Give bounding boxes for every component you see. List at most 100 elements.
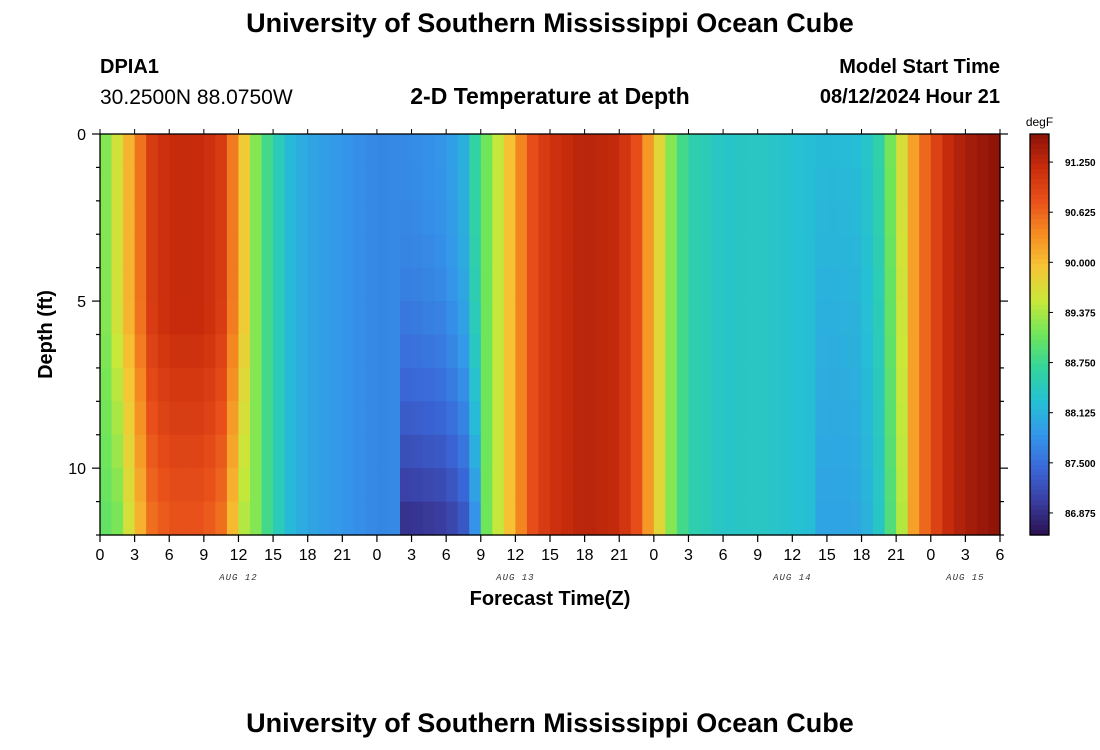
heatmap-cell (457, 200, 470, 235)
heatmap-cell (803, 401, 816, 436)
heatmap-cell (480, 134, 493, 169)
heatmap-cell (757, 134, 770, 169)
heatmap-cell (123, 301, 136, 336)
heatmap-cell (734, 367, 747, 402)
heatmap-cell (850, 167, 863, 202)
heatmap-cell (757, 468, 770, 503)
heatmap-cell (746, 200, 759, 235)
heatmap-cell (203, 167, 216, 202)
heatmap-cell (169, 301, 182, 336)
heatmap-cell (873, 401, 886, 436)
heatmap-cell (850, 501, 863, 536)
heatmap-cell (803, 134, 816, 169)
colorbar-swatch (1030, 134, 1049, 140)
heatmap-cell (134, 401, 147, 436)
heatmap-cell (976, 167, 990, 202)
heatmap-cell (457, 334, 470, 369)
heatmap-cell (492, 468, 505, 503)
heatmap-cell (388, 200, 401, 235)
heatmap-cell (930, 301, 943, 336)
heatmap-cell (238, 301, 251, 336)
heatmap-cell (757, 401, 770, 436)
heatmap-cell (296, 301, 309, 336)
heatmap-cell (411, 301, 424, 336)
colorbar-swatch (1030, 324, 1049, 331)
heatmap-cell (111, 468, 124, 503)
heatmap-cell (619, 200, 632, 235)
heatmap-cell (861, 301, 874, 336)
heatmap-cell (838, 434, 851, 469)
heatmap-cell (965, 134, 978, 169)
heatmap-cell (838, 401, 851, 436)
heatmap-cell (873, 134, 886, 169)
heatmap-cell (653, 334, 666, 369)
heatmap-cell (365, 200, 378, 235)
station-coords: 30.2500N 88.0750W (100, 86, 293, 109)
heatmap-cell (596, 167, 609, 202)
date-label: AUG 12 (218, 573, 257, 583)
heatmap-cell (607, 134, 620, 169)
heatmap-cell (619, 468, 632, 503)
heatmap-cell (653, 200, 666, 235)
x-tick-label: 6 (996, 547, 1005, 564)
heatmap-cell (146, 301, 159, 336)
heatmap-cell (307, 234, 320, 269)
heatmap-cell (734, 200, 747, 235)
heatmap-cell (573, 468, 586, 503)
heatmap-cell (146, 334, 159, 369)
heatmap-cell (561, 401, 574, 436)
heatmap-cell (250, 334, 263, 369)
colorbar-swatch (1030, 464, 1049, 471)
heatmap-cell (988, 167, 1001, 202)
heatmap-cell (607, 334, 620, 369)
heatmap-cell (676, 334, 690, 369)
heatmap-cell (734, 134, 747, 169)
heatmap-cell (503, 301, 516, 336)
heatmap-cell (838, 301, 851, 336)
heatmap-cell (307, 434, 320, 469)
heatmap-cell (596, 434, 609, 469)
heatmap-cell (238, 367, 251, 402)
heatmap-cell (561, 167, 574, 202)
heatmap-cell (746, 234, 759, 269)
heatmap-cell (607, 367, 620, 402)
heatmap-cell (780, 501, 793, 536)
heatmap-cell (215, 501, 228, 536)
heatmap-cell (884, 167, 897, 202)
colorbar-swatch (1030, 239, 1049, 245)
heatmap-cell (653, 501, 666, 536)
heatmap-cell (146, 501, 159, 536)
heatmap-cell (861, 367, 874, 402)
heatmap-cell (919, 267, 932, 302)
heatmap-cell (307, 301, 320, 336)
heatmap-cell (215, 167, 228, 202)
colorbar-swatch (1030, 504, 1049, 511)
heatmap-cell (330, 401, 343, 436)
heatmap-cell (873, 200, 886, 235)
heatmap-cell (988, 367, 1001, 402)
heatmap-cell (780, 200, 793, 235)
heatmap-cell (192, 367, 205, 402)
heatmap-cell (838, 134, 851, 169)
heatmap-cell (526, 267, 540, 302)
heatmap-cell (873, 367, 886, 402)
heatmap-cell (146, 367, 159, 402)
heatmap-cell (688, 367, 701, 402)
heatmap-cell (815, 367, 828, 402)
heatmap-cell (711, 301, 724, 336)
heatmap-cell (573, 200, 586, 235)
heatmap-cell (584, 200, 597, 235)
heatmap-cell (665, 301, 678, 336)
heatmap-cell (261, 468, 274, 503)
heatmap-cell (423, 501, 436, 536)
heatmap-cell (884, 200, 897, 235)
colorbar-swatch (1030, 254, 1049, 260)
heatmap-cell (988, 334, 1001, 369)
heatmap-cell (976, 267, 990, 302)
colorbar-label: 88.125 (1065, 409, 1096, 420)
heatmap-cell (584, 301, 597, 336)
heatmap-cell (550, 167, 563, 202)
heatmap-cell (757, 501, 770, 536)
heatmap-cell (342, 301, 355, 336)
